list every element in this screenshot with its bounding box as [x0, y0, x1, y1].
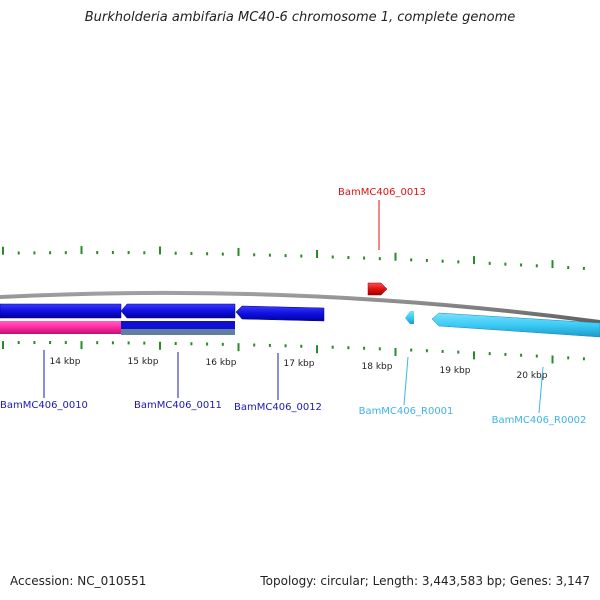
- scale-label-20kbp: 20 kbp: [517, 371, 548, 381]
- leader-line-r0001: [403, 356, 409, 406]
- scale-label-16kbp: 16 kbp: [206, 358, 237, 368]
- accession-label: Accession: NC_010551: [10, 574, 147, 588]
- gene-bammc406-0012-arrow[interactable]: [235, 305, 325, 322]
- gene-bammc406-r0002-arrow[interactable]: [431, 312, 600, 338]
- scale-label-14kbp: 14 kbp: [50, 357, 81, 367]
- lower-tick-row: [2, 341, 585, 364]
- genome-summary-label: Topology: circular; Length: 3,443,583 bp…: [260, 574, 590, 588]
- chromosome-backbone: [0, 290, 600, 324]
- pink-feature-bar: [0, 321, 121, 334]
- gene-label-bammc406-0010[interactable]: BamMC406_0010: [0, 400, 88, 411]
- gene-bammc406-0013-arrow[interactable]: [367, 282, 388, 296]
- gene-bammc406-0010-arrow[interactable]: [0, 303, 122, 319]
- scale-label-15kbp: 15 kbp: [128, 357, 159, 367]
- map-title: Burkholderia ambifaria MC40-6 chromosome…: [84, 10, 516, 25]
- upper-tick-row: [2, 246, 585, 270]
- scale-label-18kbp: 18 kbp: [362, 362, 393, 372]
- leader-line-r0002: [538, 366, 544, 414]
- gray-feature-bar: [121, 329, 235, 335]
- scale-label-19kbp: 19 kbp: [440, 366, 471, 376]
- gene-label-bammc406-r0002[interactable]: BamMC406_R0002: [492, 415, 587, 426]
- gene-label-bammc406-0011[interactable]: BamMC406_0011: [134, 400, 222, 411]
- gene-label-bammc406-0012[interactable]: BamMC406_0012: [234, 402, 322, 413]
- gene-label-bammc406-r0001[interactable]: BamMC406_R0001: [359, 406, 454, 417]
- gene-bammc406-r0001-arrow[interactable]: [405, 311, 414, 324]
- gene-label-bammc406-0013[interactable]: BamMC406_0013: [338, 187, 426, 198]
- blue-feature-bar: [121, 321, 235, 329]
- scale-label-17kbp: 17 kbp: [284, 359, 315, 369]
- gene-bammc406-0011-arrow[interactable]: [120, 303, 236, 319]
